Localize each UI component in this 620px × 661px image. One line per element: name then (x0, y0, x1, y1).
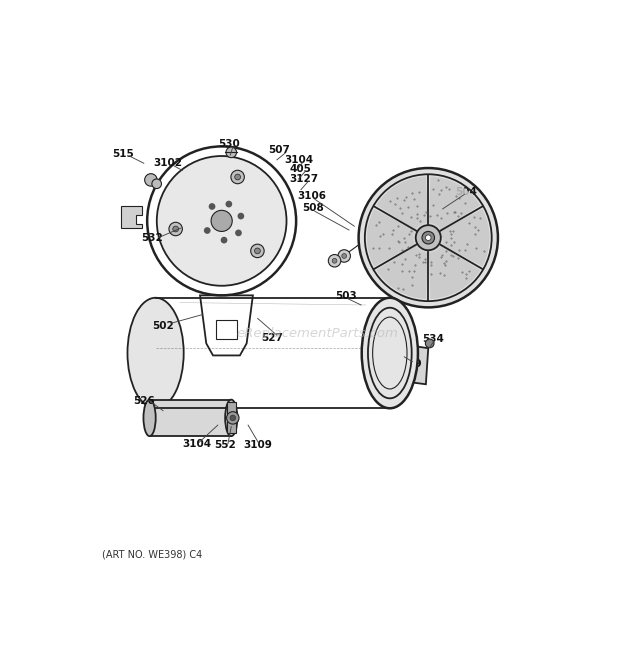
Wedge shape (376, 238, 428, 299)
Text: 532: 532 (141, 233, 163, 243)
Wedge shape (428, 176, 480, 238)
Circle shape (231, 171, 244, 184)
Circle shape (230, 415, 236, 420)
Text: 527: 527 (261, 332, 283, 342)
Circle shape (157, 156, 286, 286)
Text: 530: 530 (218, 139, 240, 149)
Text: 509: 509 (401, 359, 422, 369)
Circle shape (221, 237, 228, 243)
Circle shape (226, 201, 232, 208)
Circle shape (237, 213, 244, 219)
Circle shape (250, 244, 264, 258)
Wedge shape (428, 209, 490, 266)
Circle shape (209, 203, 215, 210)
Text: 504: 504 (455, 187, 477, 197)
Text: 526: 526 (133, 396, 154, 406)
Circle shape (342, 254, 347, 258)
Text: 502: 502 (152, 321, 174, 330)
Text: 3104: 3104 (182, 439, 211, 449)
Circle shape (416, 225, 441, 251)
Text: 3106: 3106 (298, 192, 327, 202)
Ellipse shape (225, 400, 237, 436)
Ellipse shape (143, 400, 156, 436)
Circle shape (152, 179, 161, 188)
Circle shape (425, 339, 434, 348)
Text: eReplacementParts.com: eReplacementParts.com (237, 327, 399, 340)
Text: 3109: 3109 (243, 440, 272, 450)
Text: (ART NO. WE398) C4: (ART NO. WE398) C4 (102, 550, 202, 560)
Circle shape (211, 210, 232, 231)
Wedge shape (376, 176, 428, 238)
Circle shape (358, 168, 498, 307)
Text: 515: 515 (112, 149, 134, 159)
Text: 503: 503 (335, 292, 356, 301)
Text: 508: 508 (302, 204, 324, 214)
Circle shape (226, 412, 239, 424)
Text: 3127: 3127 (290, 174, 319, 184)
Circle shape (235, 174, 241, 180)
Circle shape (422, 231, 435, 244)
Wedge shape (367, 209, 428, 266)
Polygon shape (378, 341, 428, 384)
Text: 552: 552 (215, 440, 236, 450)
Circle shape (144, 174, 157, 186)
Ellipse shape (128, 297, 184, 408)
Wedge shape (428, 238, 480, 299)
Text: 405: 405 (290, 164, 312, 174)
Wedge shape (413, 238, 428, 251)
Circle shape (226, 147, 237, 158)
Wedge shape (420, 238, 436, 253)
Wedge shape (413, 225, 428, 238)
Circle shape (255, 248, 260, 254)
Circle shape (204, 227, 211, 234)
Ellipse shape (361, 297, 418, 408)
Circle shape (169, 222, 182, 236)
Bar (216, 321, 237, 338)
Text: 3104: 3104 (284, 155, 313, 165)
Wedge shape (420, 222, 436, 238)
Circle shape (338, 250, 350, 262)
Circle shape (332, 258, 337, 263)
Text: 534: 534 (422, 334, 444, 344)
Polygon shape (121, 206, 143, 228)
Circle shape (329, 254, 341, 267)
Wedge shape (428, 238, 443, 251)
Bar (226, 403, 236, 434)
Circle shape (235, 229, 242, 236)
Text: 507: 507 (268, 145, 290, 155)
Circle shape (173, 226, 179, 232)
Text: 3102: 3102 (153, 158, 182, 169)
Bar (149, 400, 231, 436)
Wedge shape (428, 225, 443, 238)
Circle shape (425, 235, 431, 241)
